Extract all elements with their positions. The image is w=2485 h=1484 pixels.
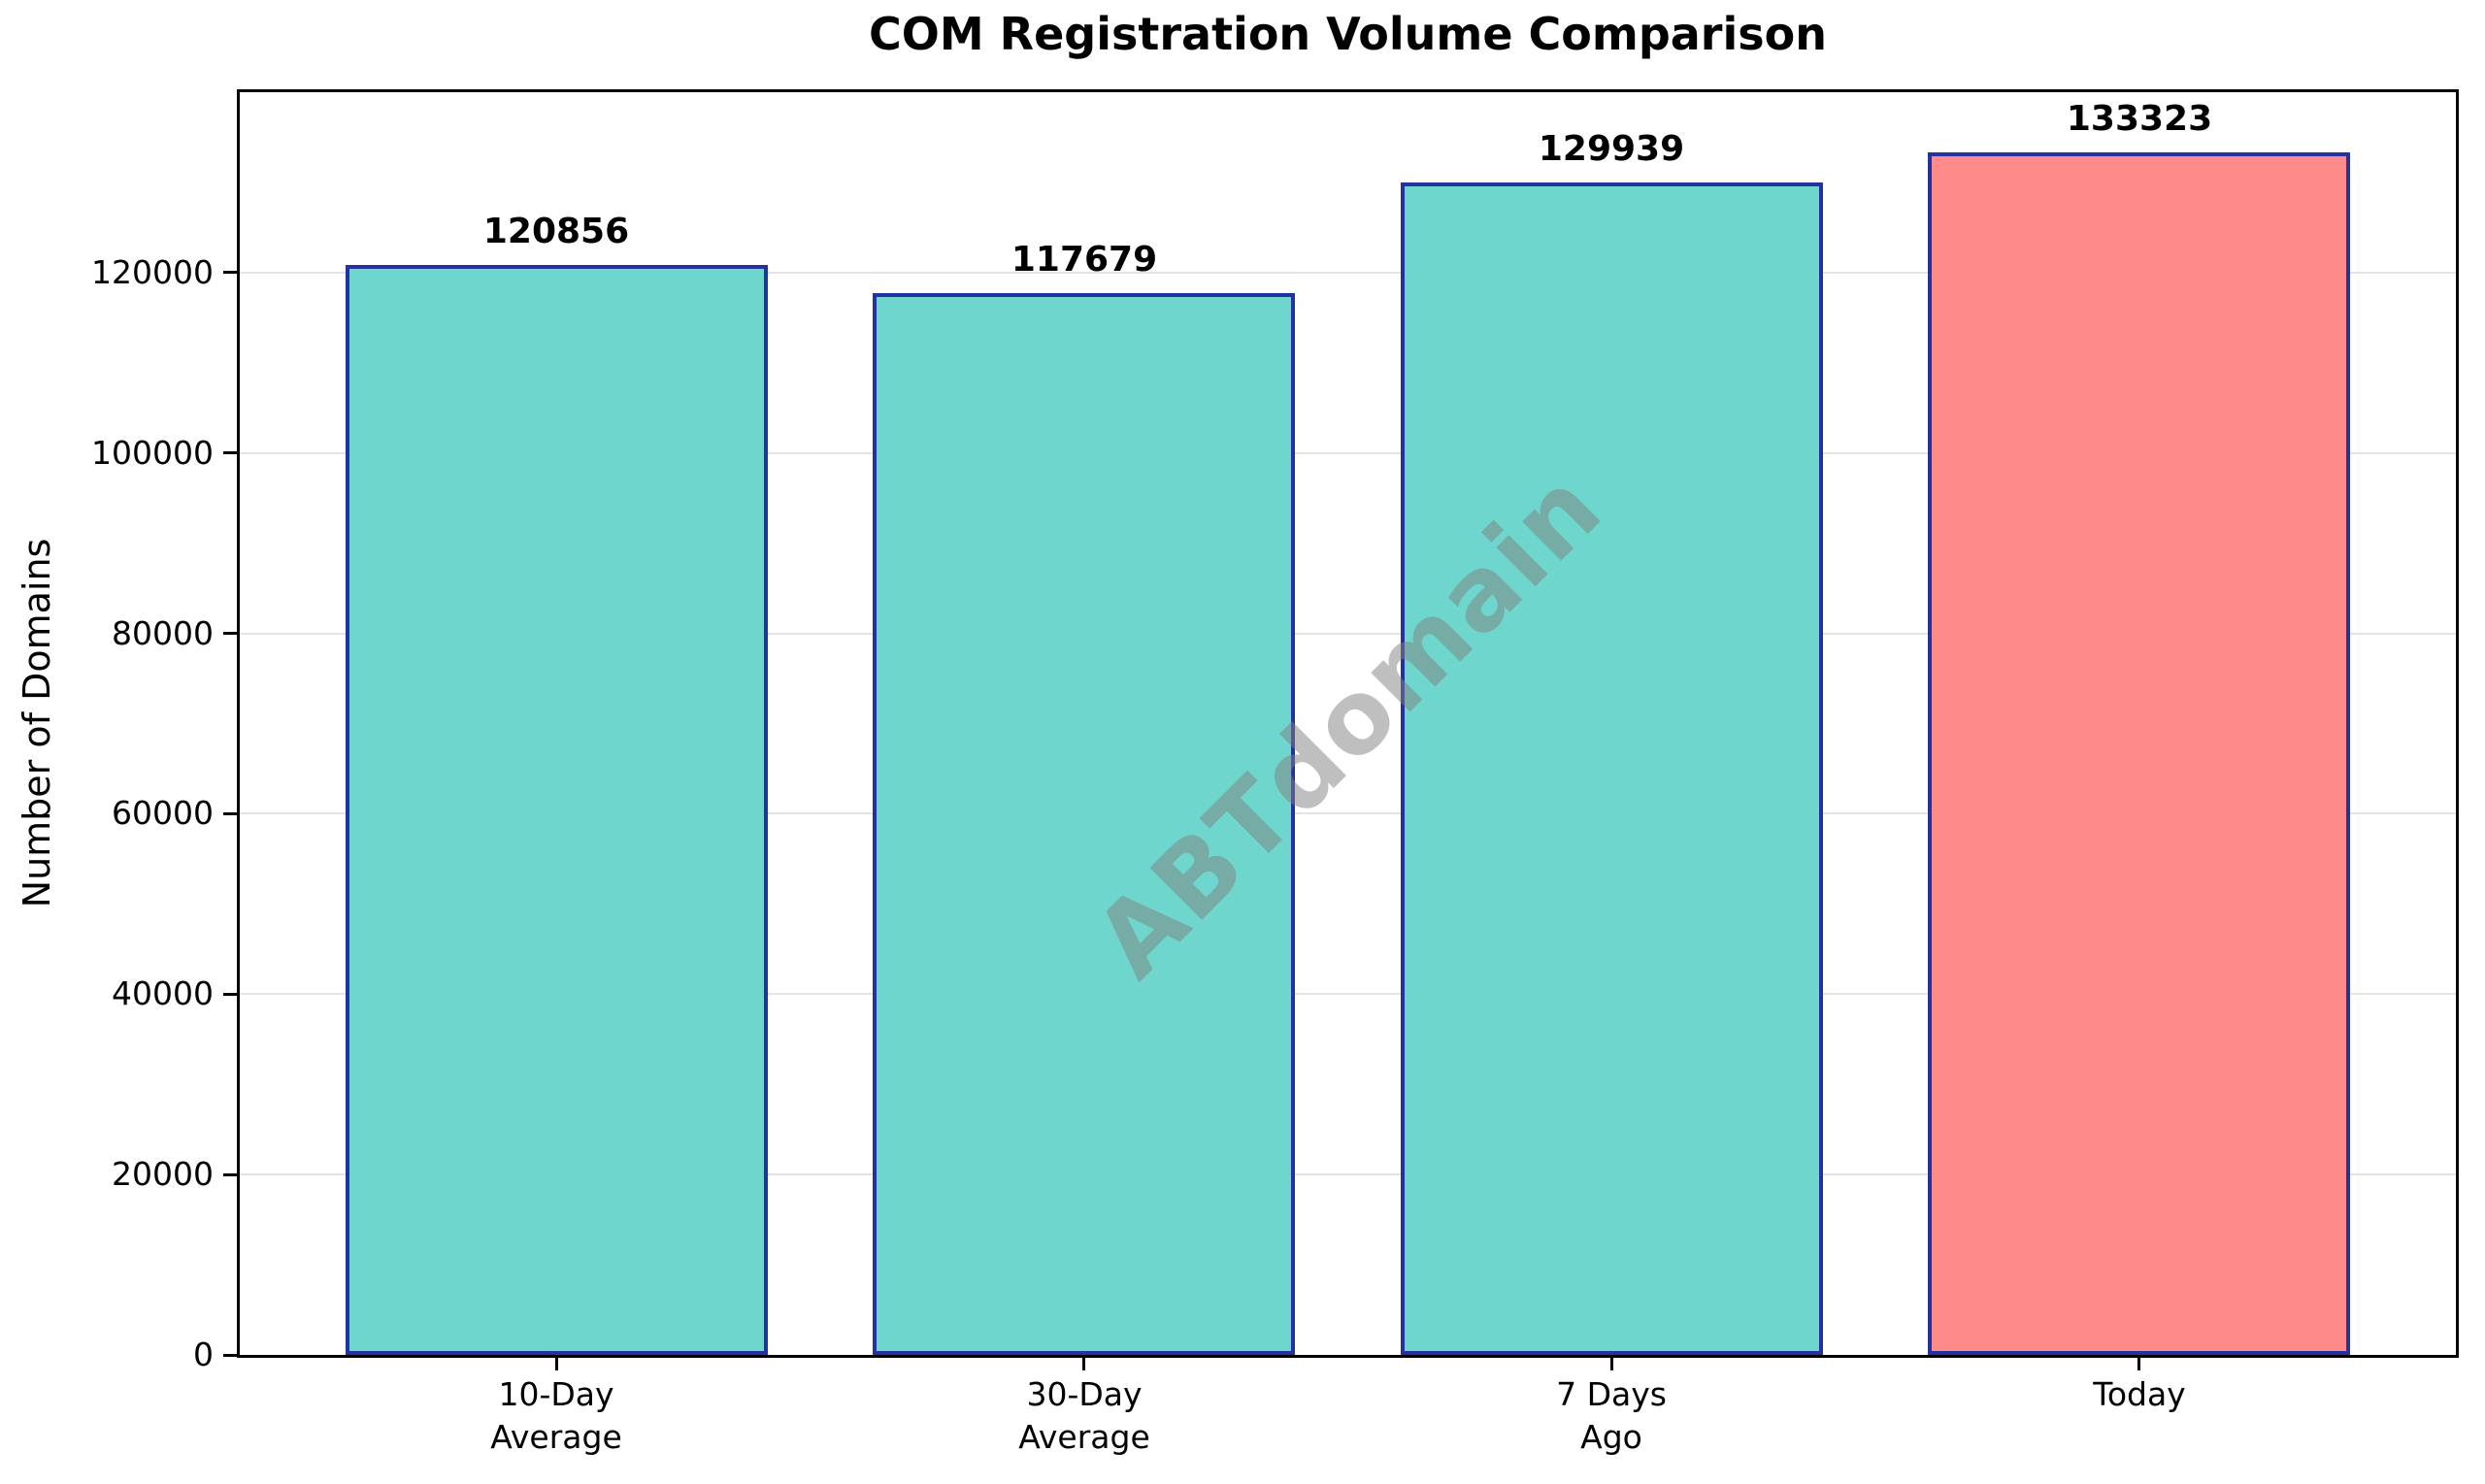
y-tick-label-0: 0 (193, 1336, 214, 1373)
bar-30-day-average (873, 293, 1295, 1355)
x-tick-mark-7-days-ago (1610, 1358, 1613, 1370)
bar-10-day-average (346, 265, 768, 1355)
x-tick-label-10-day-average: 10-Day Average (490, 1375, 622, 1456)
bar-value-label-30-day-average: 117679 (1011, 240, 1158, 280)
y-tick-mark-80000 (223, 632, 237, 635)
y-tick-label-20000: 20000 (112, 1155, 214, 1193)
gridline-120000 (240, 272, 2456, 274)
gridline-60000 (240, 812, 2456, 814)
y-tick-label-100000: 100000 (91, 434, 214, 472)
y-tick-mark-0 (223, 1354, 237, 1357)
y-tick-mark-60000 (223, 812, 237, 815)
y-tick-mark-20000 (223, 1173, 237, 1176)
bar-value-label-today: 133323 (2066, 99, 2213, 139)
gridline-80000 (240, 633, 2456, 635)
chart-title: COM Registration Volume Comparison (869, 8, 1827, 60)
x-tick-label-today: Today (2093, 1375, 2186, 1413)
bar-7-days-ago (1401, 182, 1823, 1355)
x-tick-label-7-days-ago: 7 Days Ago (1556, 1375, 1667, 1456)
plot-area: 120856 117679 129939 133323 ABTdomain (237, 89, 2459, 1358)
x-tick-mark-today (2137, 1358, 2140, 1370)
gridline-20000 (240, 1173, 2456, 1175)
y-tick-mark-40000 (223, 993, 237, 996)
x-tick-mark-10-day-average (555, 1358, 558, 1370)
y-axis-label: Number of Domains (16, 538, 58, 908)
bar-today (1928, 152, 2350, 1355)
bar-value-label-7-days-ago: 129939 (1538, 129, 1685, 169)
bar-value-label-10-day-average: 120856 (482, 212, 630, 251)
gridline-40000 (240, 993, 2456, 995)
y-tick-mark-120000 (223, 271, 237, 274)
y-tick-mark-100000 (223, 451, 237, 454)
gridline-100000 (240, 452, 2456, 454)
y-tick-label-120000: 120000 (91, 253, 214, 291)
x-tick-label-30-day-average: 30-Day Average (1018, 1375, 1150, 1456)
y-tick-label-40000: 40000 (112, 974, 214, 1012)
y-tick-label-60000: 60000 (112, 794, 214, 832)
x-tick-mark-30-day-average (1082, 1358, 1085, 1370)
y-tick-label-80000: 80000 (112, 614, 214, 652)
